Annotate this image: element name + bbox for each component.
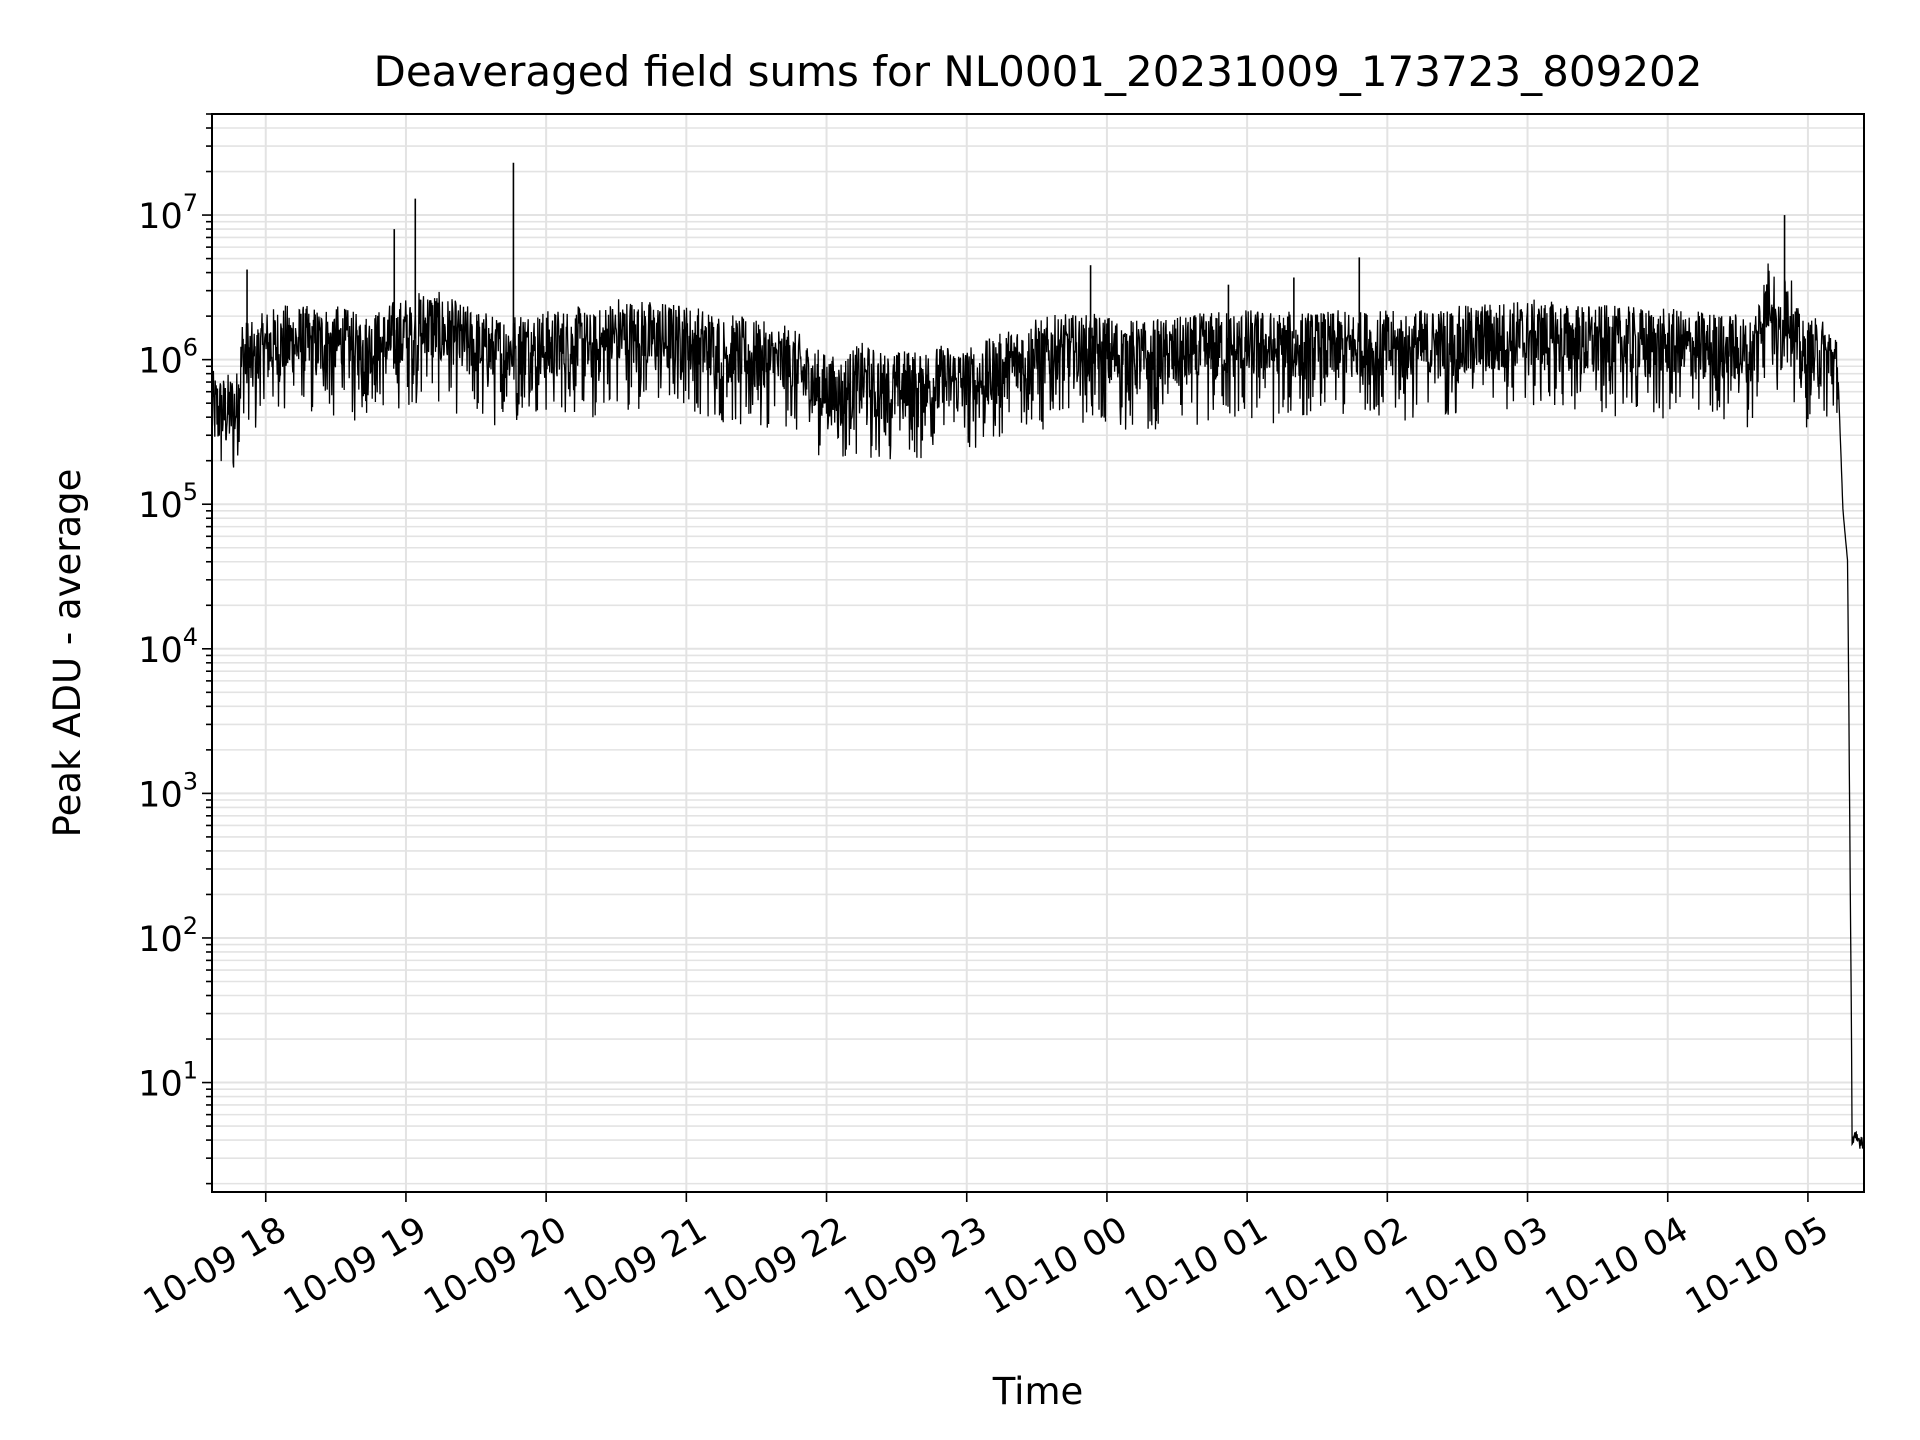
x-tick-label: 10-09 18 bbox=[137, 1210, 293, 1323]
y-tick-label: 103 bbox=[138, 767, 198, 815]
y-tick-exponent: 3 bbox=[183, 767, 198, 795]
plot-frame bbox=[211, 113, 1865, 1193]
y-tick-exponent: 2 bbox=[183, 912, 198, 940]
x-tick-label: 10-10 04 bbox=[1539, 1210, 1695, 1323]
y-tick-label: 106 bbox=[138, 334, 198, 382]
chart-title: Deaveraged field sums for NL0001_2023100… bbox=[374, 47, 1703, 96]
y-tick-label: 105 bbox=[138, 478, 198, 526]
series-layer bbox=[211, 162, 1865, 1149]
y-axis-label: Peak ADU - average bbox=[46, 469, 89, 838]
y-tick-exponent: 4 bbox=[183, 623, 198, 651]
x-tick-label: 10-09 19 bbox=[277, 1210, 433, 1323]
x-tick-label: 10-10 03 bbox=[1399, 1210, 1555, 1323]
y-tick-base: 10 bbox=[138, 1065, 183, 1105]
y-tick-exponent: 1 bbox=[183, 1057, 198, 1085]
x-tick-label: 10-10 00 bbox=[978, 1210, 1134, 1323]
grid-layer bbox=[212, 113, 1864, 1192]
x-tick-label: 10-10 05 bbox=[1679, 1210, 1835, 1323]
x-axis-label: Time bbox=[992, 1370, 1084, 1413]
y-tick-exponent: 7 bbox=[183, 189, 198, 217]
y-tick-base: 10 bbox=[138, 631, 183, 671]
y-tick-label: 102 bbox=[138, 912, 198, 960]
y-tick-base: 10 bbox=[138, 775, 183, 815]
x-tick-label: 10-10 01 bbox=[1118, 1210, 1274, 1323]
y-tick-base: 10 bbox=[138, 486, 183, 526]
series-line bbox=[211, 263, 1865, 1149]
y-tick-base: 10 bbox=[138, 920, 183, 960]
x-tick-label: 10-10 02 bbox=[1259, 1210, 1415, 1323]
x-tick-label: 10-09 22 bbox=[698, 1210, 854, 1323]
x-tick-label: 10-09 23 bbox=[838, 1210, 994, 1323]
y-tick-base: 10 bbox=[138, 342, 183, 382]
y-tick-label: 101 bbox=[138, 1057, 198, 1105]
x-tick-label: 10-09 21 bbox=[558, 1210, 714, 1323]
y-tick-label: 107 bbox=[138, 189, 198, 237]
y-tick-label: 104 bbox=[138, 623, 198, 671]
y-tick-exponent: 6 bbox=[183, 334, 198, 362]
x-tick-label: 10-09 20 bbox=[417, 1210, 573, 1323]
y-tick-base: 10 bbox=[138, 197, 183, 237]
y-tick-exponent: 5 bbox=[183, 478, 198, 506]
